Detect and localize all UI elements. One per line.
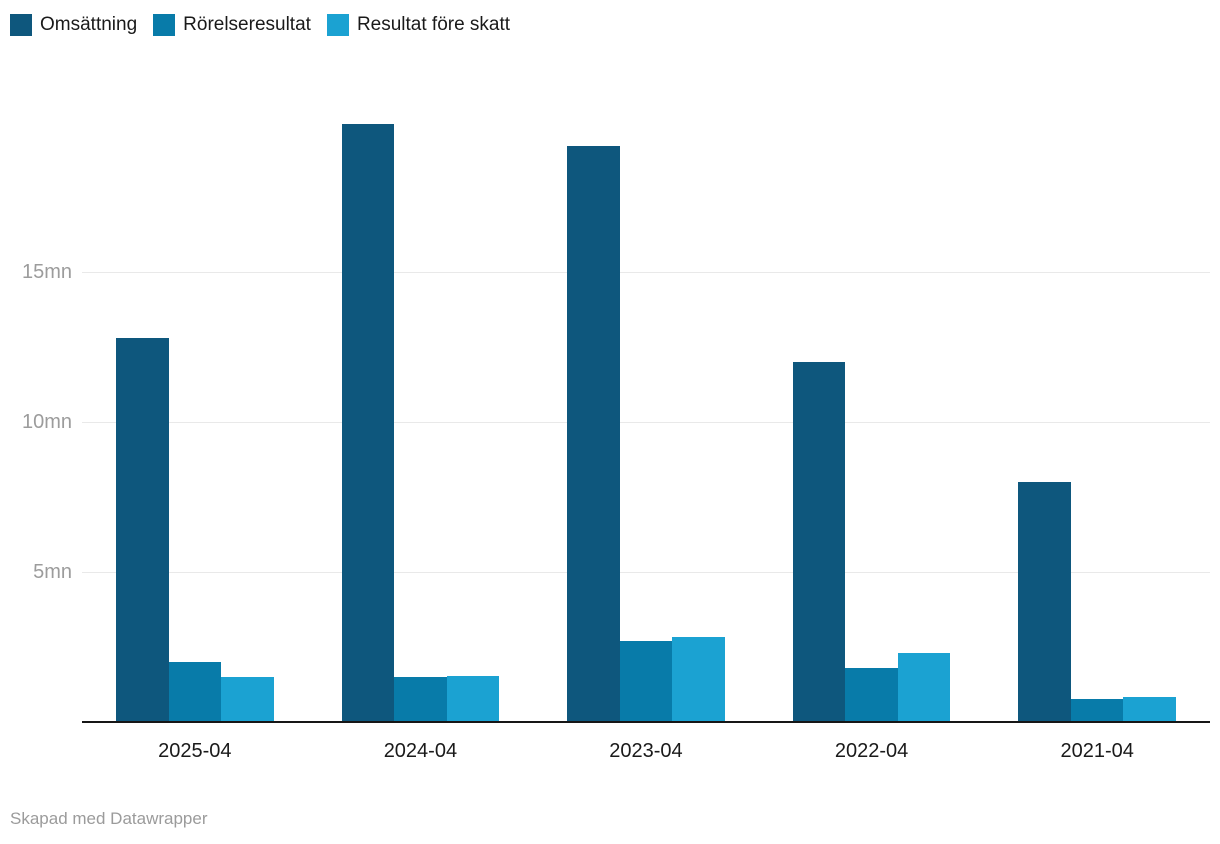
bar-resultat-f-re-skatt-2021-04 [1123,696,1176,722]
legend-swatch-icon [10,14,32,36]
legend-label: Resultat före skatt [356,14,511,35]
legend-item-r-relseresultat: Rörelseresultat [153,14,311,36]
bar-r-relseresultat-2024-04 [394,677,447,722]
bar-resultat-f-re-skatt-2023-04 [672,636,725,722]
bar-oms-ttning-2022-04 [792,362,846,722]
bar-oms-ttning-2025-04 [116,338,169,722]
footer-credit: Skapad med Datawrapper [10,809,208,828]
y-tick-label: 15mn [21,261,72,283]
bar-r-relseresultat-2021-04 [1070,698,1124,722]
bar-oms-ttning-2023-04 [567,146,620,722]
legend: Omsättning Rörelseresultat Resultat före s… [10,14,510,36]
y-tick-label: 10mn [21,411,72,433]
bar-r-relseresultat-2025-04 [168,662,222,722]
x-tick-label: 2022-04 [834,740,909,762]
legend-swatch-icon [153,14,176,36]
legend-swatch-icon [326,14,349,36]
legend-item-resultat-f-re-skatt: Resultat före skatt [326,14,511,36]
gridline [82,571,1210,573]
plot-area [82,92,1210,723]
x-tick-label: 2021-04 [1060,740,1134,762]
bar-r-relseresultat-2022-04 [845,668,898,722]
legend-label: Omsättning [40,14,138,35]
bar-oms-ttning-2021-04 [1018,482,1071,722]
bar-resultat-f-re-skatt-2024-04 [446,675,500,722]
gridline [82,271,1210,273]
y-tick-label: 5mn [33,561,72,583]
x-tick-label: 2024-04 [383,740,458,762]
gridline [82,421,1210,423]
x-tick-label: 2025-04 [158,740,232,762]
x-axis-line [82,721,1210,723]
bar-resultat-f-re-skatt-2022-04 [897,653,951,722]
bar-resultat-f-re-skatt-2025-04 [221,677,274,722]
x-tick-label: 2023-04 [609,740,683,762]
bar-oms-ttning-2024-04 [341,123,395,722]
legend-item-oms-ttning: Omsättning [10,14,137,36]
bar-r-relseresultat-2023-04 [619,641,673,722]
legend-label: Rörelseresultat [183,14,311,35]
